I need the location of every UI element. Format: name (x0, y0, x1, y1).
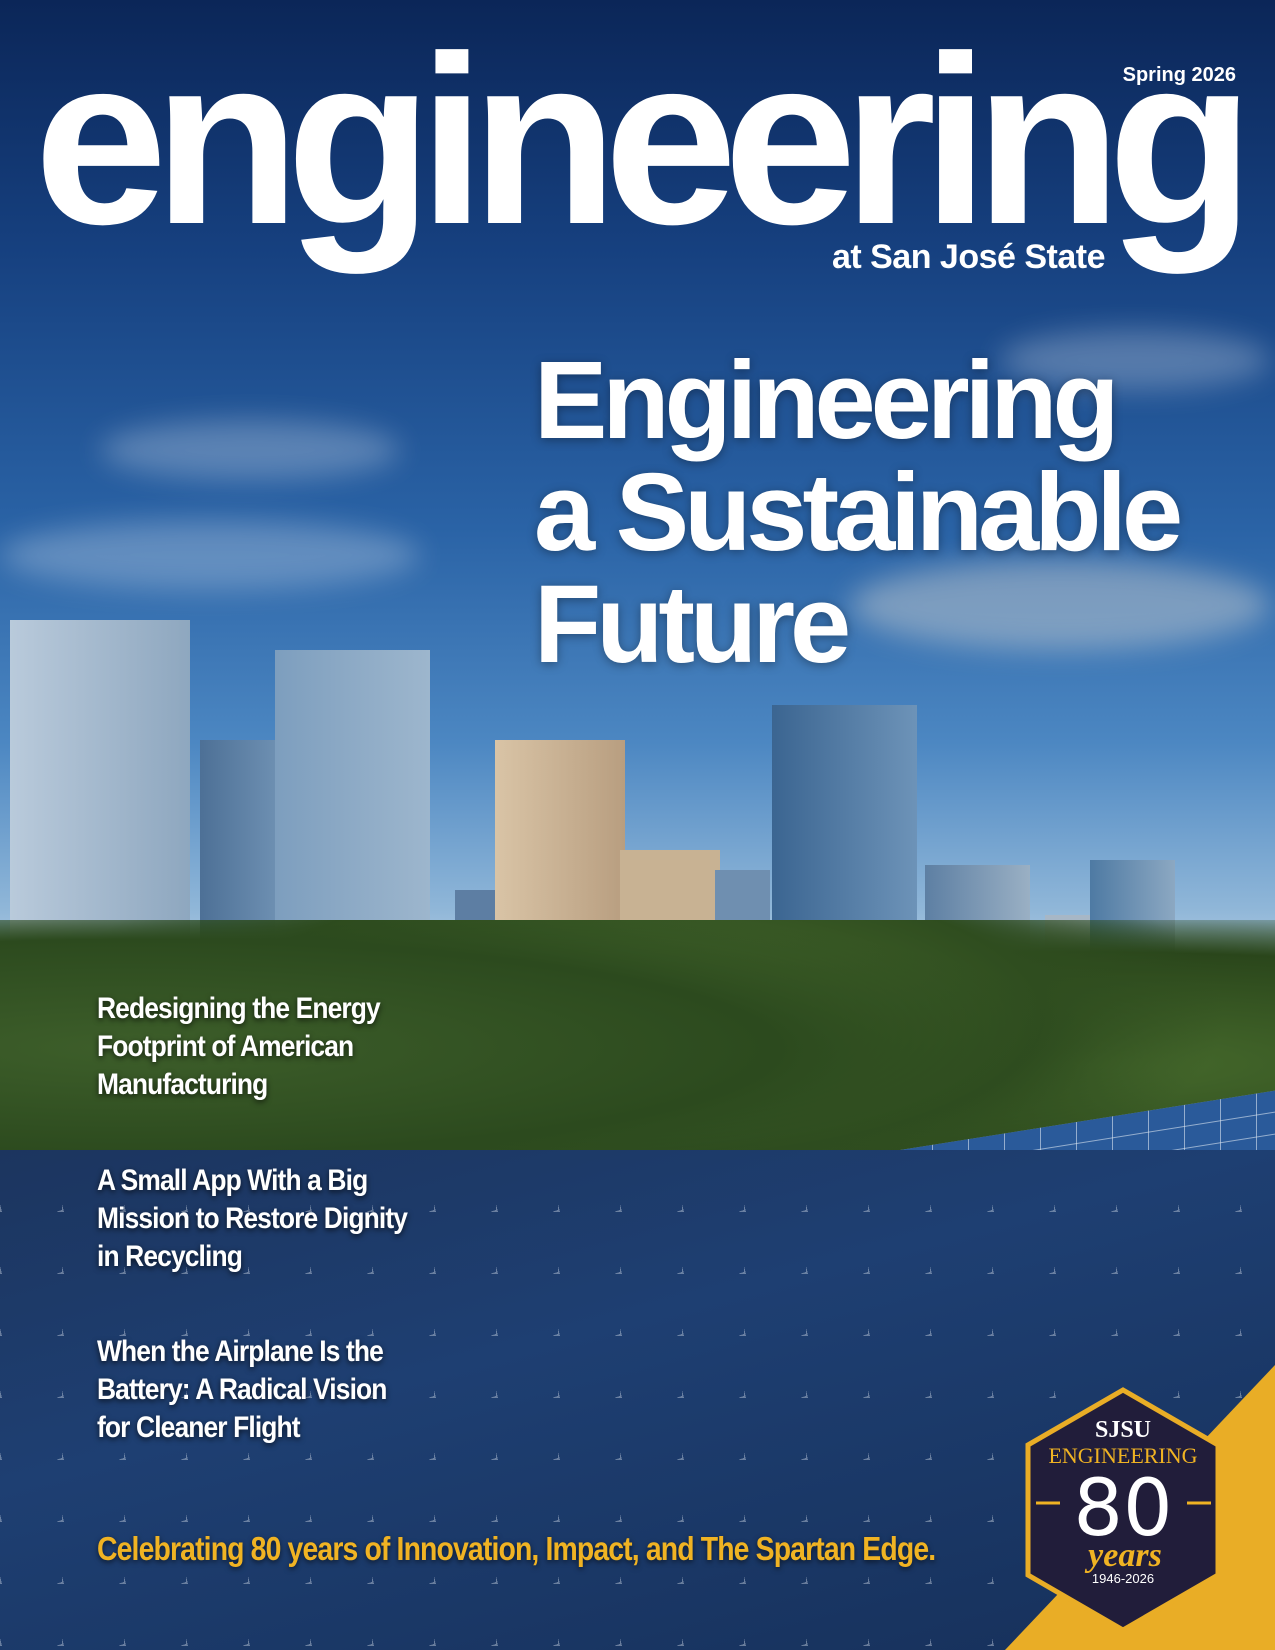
story-line: Manufacturing (97, 1068, 268, 1101)
story-line: for Cleaner Flight (97, 1411, 301, 1444)
headline-line: Engineering (534, 339, 1120, 462)
story-line: in Recycling (97, 1240, 243, 1273)
cloud (0, 520, 420, 590)
tagline: Celebrating 80 years of Innovation, Impa… (97, 1530, 936, 1567)
cloud (850, 560, 1270, 650)
story-line: Mission to Restore Dignity (97, 1202, 408, 1235)
cover-story-flight: When the Airplane Is the Battery: A Radi… (97, 1333, 387, 1447)
masthead-title: engineering (34, 6, 1254, 274)
story-line: When the Airplane Is the (97, 1335, 384, 1368)
cover-headline: Engineering a Sustainable Future (534, 339, 1183, 686)
headline-line: a Sustainable (534, 451, 1183, 574)
story-line: Footprint of American (97, 1030, 354, 1063)
cover-story-recycling: A Small App With a Big Mission to Restor… (97, 1162, 408, 1276)
story-line: Redesigning the Energy (97, 992, 381, 1025)
building (10, 620, 190, 940)
issue-date: Spring 2026 (1122, 64, 1236, 86)
cloud (1000, 330, 1270, 390)
masthead-subtitle: at San José State (831, 238, 1106, 276)
story-line: Battery: A Radical Vision (97, 1373, 387, 1406)
story-line: A Small App With a Big (97, 1164, 368, 1197)
cover-story-energy: Redesigning the Energy Footprint of Amer… (97, 990, 381, 1104)
headline-line: Future (534, 563, 851, 686)
cloud (100, 420, 400, 480)
